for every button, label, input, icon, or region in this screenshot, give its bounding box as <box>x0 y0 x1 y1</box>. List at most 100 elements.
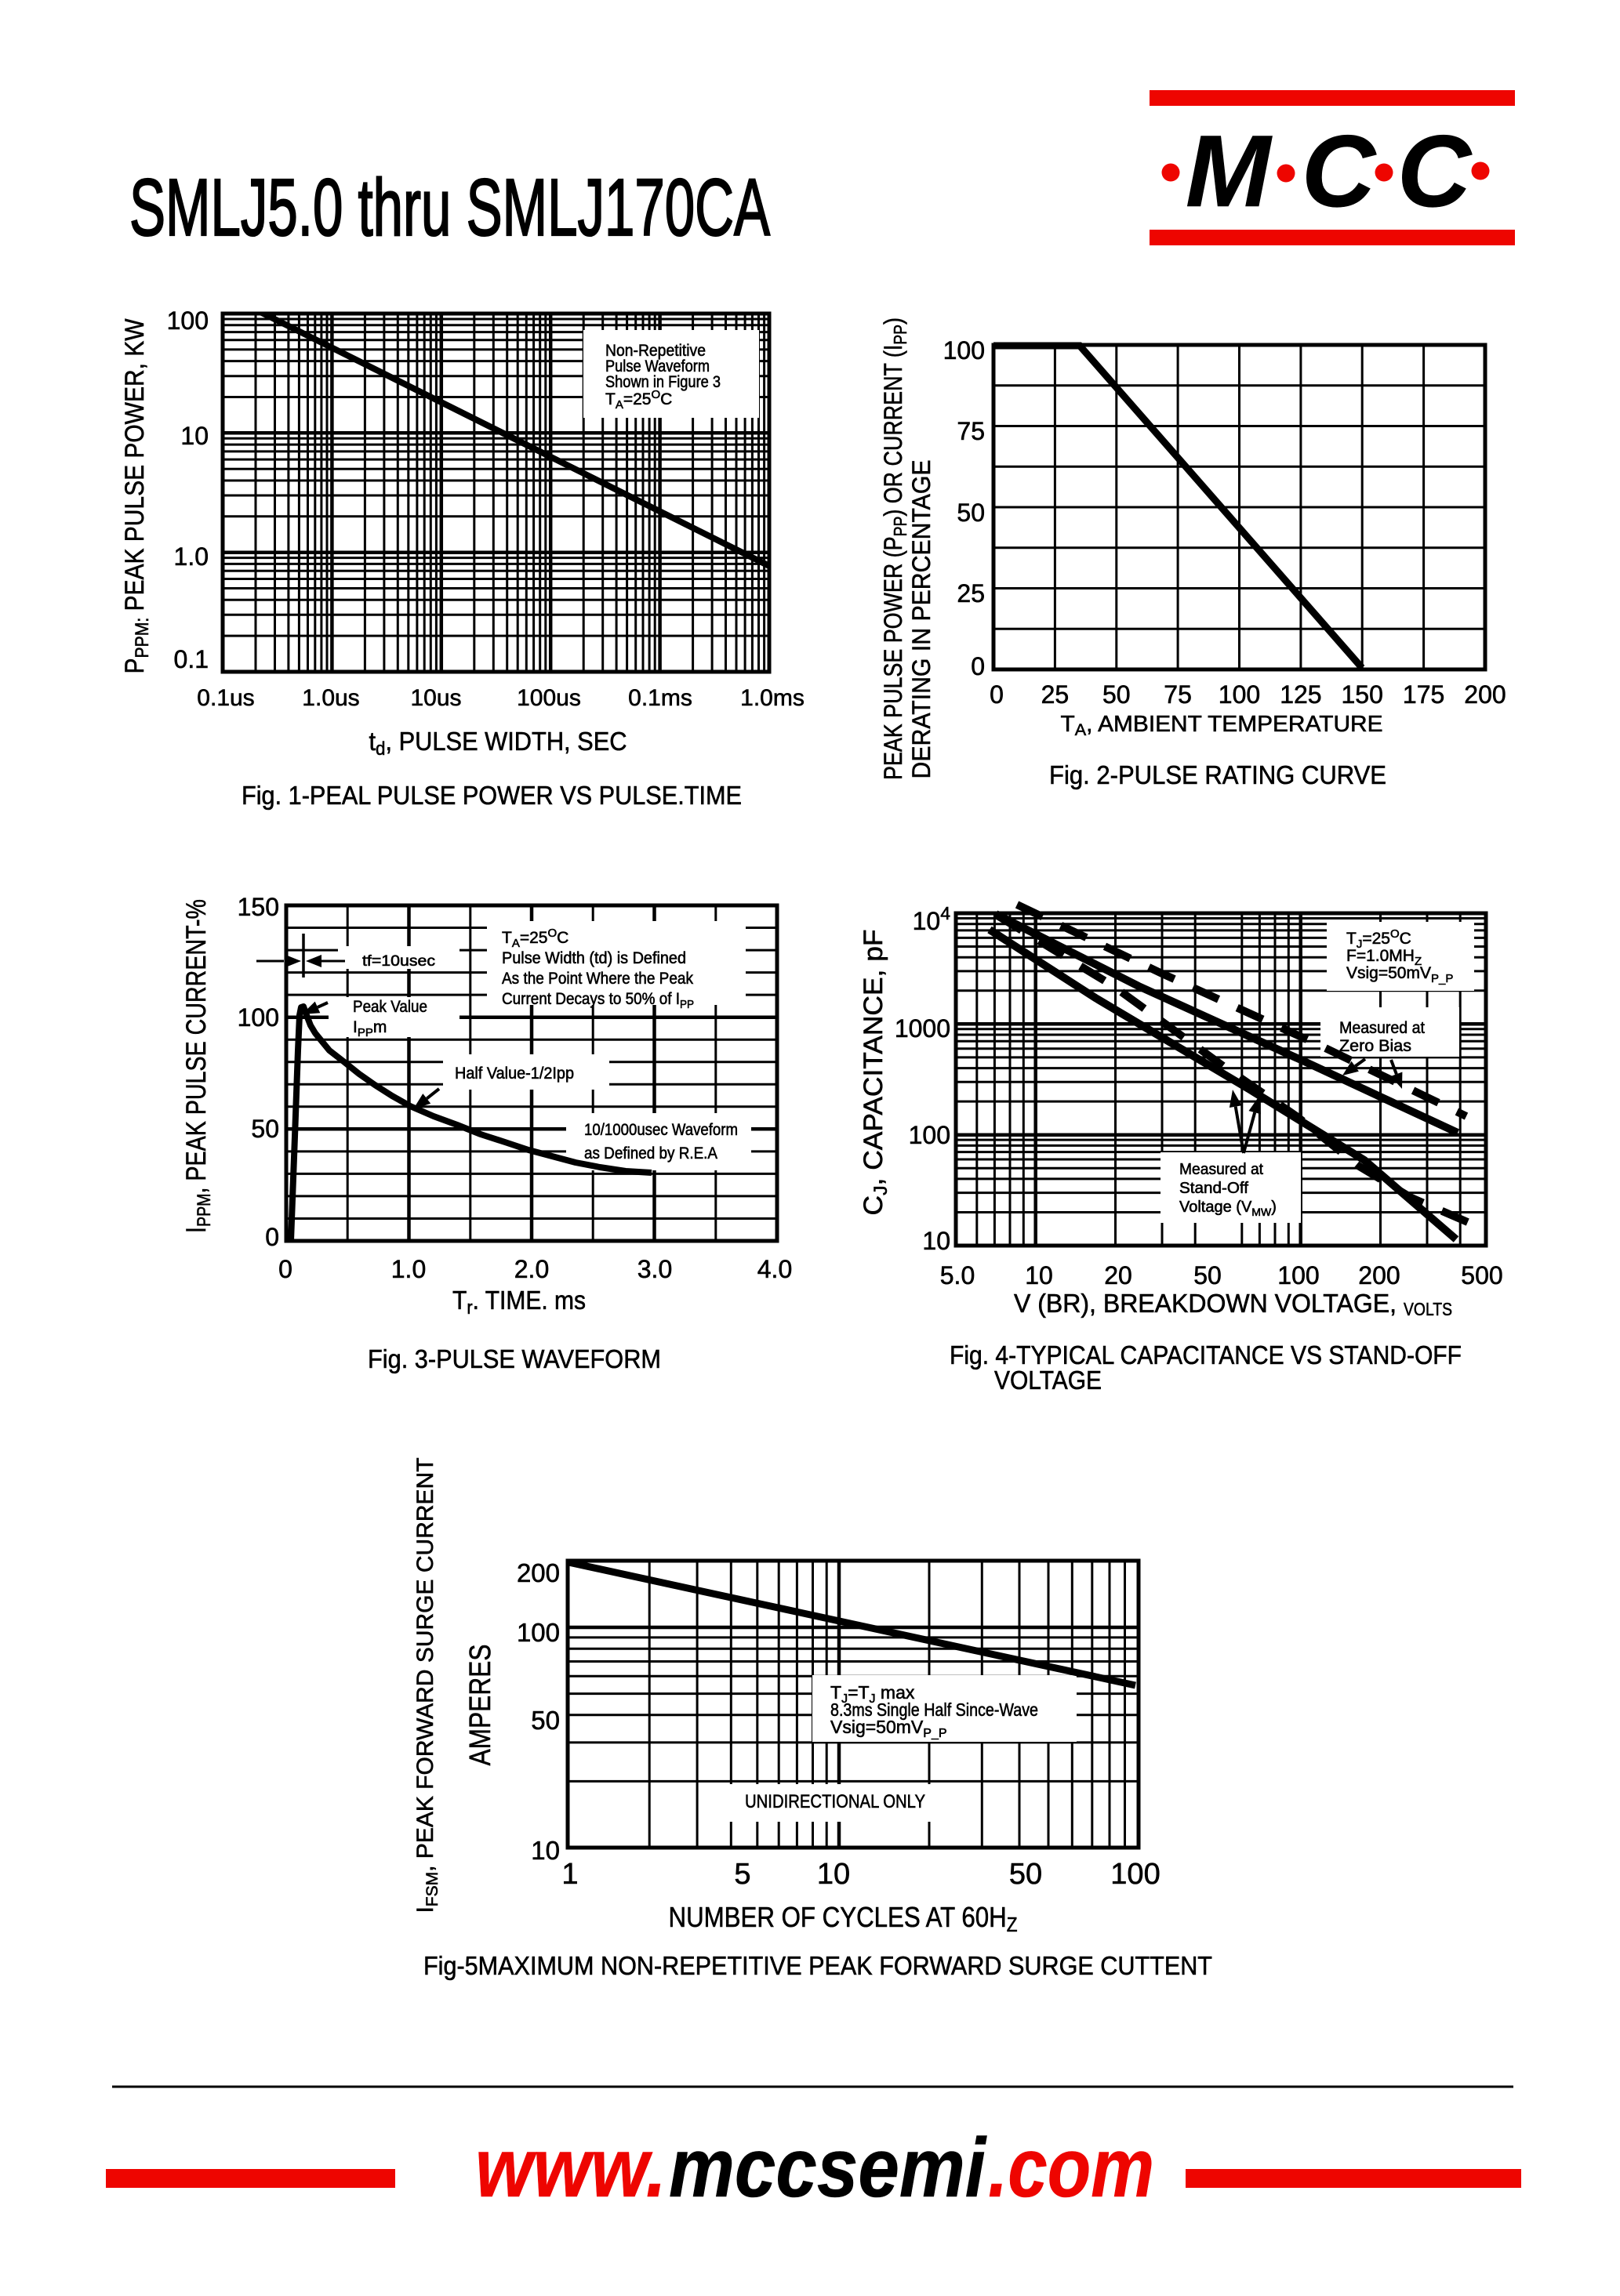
svg-text:10: 10 <box>922 1227 950 1255</box>
svg-text:10: 10 <box>531 1836 560 1865</box>
svg-text:TA=25OC: TA=25OC <box>605 388 672 412</box>
svg-text:3.0: 3.0 <box>637 1255 672 1283</box>
svg-text:TA=25OC: TA=25OC <box>502 927 568 950</box>
svg-text:Fig. 4-TYPICAL CAPACITANCE VS: Fig. 4-TYPICAL CAPACITANCE VS STAND-OFF <box>950 1340 1462 1369</box>
svg-text:Stand-Off: Stand-Off <box>1179 1180 1248 1197</box>
svg-text:500: 500 <box>1461 1261 1502 1289</box>
svg-text:mccsemi: mccsemi <box>669 2120 987 2214</box>
svg-text:Fig. 2-PULSE RATING CURVE: Fig. 2-PULSE RATING CURVE <box>1049 760 1386 789</box>
svg-text:100: 100 <box>1277 1261 1319 1289</box>
svg-text:100: 100 <box>1110 1858 1160 1891</box>
svg-text:50: 50 <box>1193 1261 1222 1289</box>
svg-text:100: 100 <box>517 1618 560 1647</box>
svg-text:2.0: 2.0 <box>514 1255 549 1283</box>
svg-text:UNIDIRECTIONAL ONLY: UNIDIRECTIONAL ONLY <box>745 1791 925 1812</box>
svg-text:CJ, CAPACITANCE, pF: CJ, CAPACITANCE, pF <box>859 930 892 1216</box>
svg-text:Fig-5MAXIMUM NON-REPETITIVE PE: Fig-5MAXIMUM NON-REPETITIVE PEAK FORWARD… <box>423 1951 1212 1980</box>
svg-text:25: 25 <box>1041 680 1070 709</box>
svg-text:PPPM: PEAK PULSE POWER, KW: PPPM: PEAK PULSE POWER, KW <box>120 319 153 674</box>
svg-text:Voltage (VMW): Voltage (VMW) <box>1179 1199 1277 1218</box>
svg-text:C: C <box>1302 114 1377 228</box>
svg-text:50: 50 <box>1009 1858 1042 1891</box>
svg-text:50: 50 <box>251 1115 279 1143</box>
svg-text:0: 0 <box>265 1223 279 1251</box>
svg-text:NUMBER OF CYCLES AT 60HZ: NUMBER OF CYCLES AT 60HZ <box>669 1901 1018 1936</box>
svg-text:1.0ms: 1.0ms <box>740 685 805 711</box>
svg-text:200: 200 <box>1464 680 1506 709</box>
svg-text:0.1: 0.1 <box>174 645 209 673</box>
svg-text:td, PULSE WIDTH, SEC: td, PULSE WIDTH, SEC <box>369 727 627 760</box>
svg-text:0.1ms: 0.1ms <box>628 685 692 711</box>
svg-text:5.0: 5.0 <box>940 1261 975 1289</box>
svg-text:C: C <box>1397 114 1473 228</box>
svg-text:1.0us: 1.0us <box>302 685 359 711</box>
svg-text:Half Value-1/2Ipp: Half Value-1/2Ipp <box>455 1065 574 1083</box>
svg-text:M: M <box>1186 114 1273 228</box>
svg-text:Peak Value: Peak Value <box>353 998 427 1016</box>
svg-text:100: 100 <box>1219 680 1260 709</box>
svg-text:25: 25 <box>957 579 985 608</box>
svg-text:200: 200 <box>517 1558 560 1587</box>
svg-text:0: 0 <box>278 1255 292 1283</box>
svg-text:VOLTS: VOLTS <box>1404 1299 1452 1319</box>
svg-text:50: 50 <box>1102 680 1131 709</box>
svg-text:100: 100 <box>909 1121 950 1149</box>
svg-text:Measured at: Measured at <box>1339 1019 1425 1037</box>
svg-text:50: 50 <box>957 499 985 527</box>
svg-text:10: 10 <box>817 1858 850 1891</box>
svg-text:www.: www. <box>475 2120 667 2214</box>
svg-text:tf=10usec: tf=10usec <box>362 953 435 970</box>
svg-text:75: 75 <box>1164 680 1192 709</box>
svg-text:10: 10 <box>1025 1261 1053 1289</box>
svg-text:Pulse Width (td) is Defined: Pulse Width (td) is Defined <box>502 949 686 967</box>
svg-text:20: 20 <box>1104 1261 1132 1289</box>
svg-text:IPPM, PEAK PULSE CURRENT-%: IPPM, PEAK PULSE CURRENT-% <box>181 899 215 1233</box>
svg-text:DERATING IN PERCENTAGE: DERATING IN PERCENTAGE <box>907 460 935 779</box>
svg-text:Fig. 3-PULSE WAVEFORM: Fig. 3-PULSE WAVEFORM <box>368 1344 661 1373</box>
svg-text:Tr. TIME. ms: Tr. TIME. ms <box>452 1286 586 1318</box>
svg-text:1: 1 <box>561 1858 578 1891</box>
svg-text:Fig. 1-PEAL PULSE POWER VS PUL: Fig. 1-PEAL PULSE POWER VS PULSE.TIME <box>242 781 742 810</box>
svg-text:125: 125 <box>1280 680 1321 709</box>
svg-text:PEAK PULSE POWER (PPP) OR CURR: PEAK PULSE POWER (PPP) OR CURRENT (IPP) <box>879 317 910 780</box>
svg-text:F=1.0MHZ: F=1.0MHZ <box>1346 947 1422 968</box>
svg-text:10: 10 <box>180 422 209 450</box>
svg-text:AMPERES: AMPERES <box>464 1645 497 1766</box>
svg-text:0.1us: 0.1us <box>197 685 254 711</box>
svg-text:Non-Repetitive: Non-Repetitive <box>605 342 706 360</box>
svg-text:100: 100 <box>943 336 985 365</box>
svg-text:0: 0 <box>971 652 985 680</box>
svg-text:.com: .com <box>988 2120 1154 2214</box>
svg-text:5: 5 <box>734 1858 750 1891</box>
svg-text:4.0: 4.0 <box>757 1255 792 1283</box>
svg-text:Shown in Figure 3: Shown in Figure 3 <box>605 373 721 391</box>
svg-text:Zero Bias: Zero Bias <box>1339 1037 1411 1055</box>
svg-text:1.0: 1.0 <box>391 1255 426 1283</box>
svg-text:104: 104 <box>913 903 951 935</box>
svg-text:As the Point Where the Peak: As the Point Where the Peak <box>502 970 693 988</box>
svg-text:100us: 100us <box>517 685 581 711</box>
svg-text:TA, AMBIENT TEMPERATURE: TA, AMBIENT TEMPERATURE <box>1061 712 1383 739</box>
svg-text:0: 0 <box>990 680 1004 709</box>
svg-text:10us: 10us <box>410 685 461 711</box>
svg-text:1000: 1000 <box>895 1014 950 1043</box>
svg-text:Measured at: Measured at <box>1179 1161 1263 1178</box>
svg-text:175: 175 <box>1403 680 1444 709</box>
svg-text:150: 150 <box>1342 680 1383 709</box>
svg-text:SMLJ5.0 thru SMLJ170CA: SMLJ5.0 thru SMLJ170CA <box>129 162 770 252</box>
svg-text:50: 50 <box>531 1706 560 1735</box>
svg-text:Pulse Waveform: Pulse Waveform <box>605 357 710 375</box>
svg-text:Current Decays to 50% of IPP: Current Decays to 50% of IPP <box>502 990 694 1011</box>
svg-text:8.3ms Single Half Since-Wave: 8.3ms Single Half Since-Wave <box>830 1699 1038 1720</box>
svg-text:1.0: 1.0 <box>174 542 209 571</box>
svg-text:100: 100 <box>238 1003 279 1032</box>
svg-text:200: 200 <box>1358 1261 1400 1289</box>
svg-text:as Defined by R.E.A: as Defined by R.E.A <box>584 1144 717 1163</box>
svg-text:VOLTAGE: VOLTAGE <box>994 1366 1102 1395</box>
svg-text:10/1000usec Waveform: 10/1000usec Waveform <box>584 1121 738 1139</box>
svg-text:75: 75 <box>957 417 985 445</box>
svg-text:V (BR), BREAKDOWN VOLTAGE,: V (BR), BREAKDOWN VOLTAGE, <box>1014 1289 1397 1318</box>
svg-text:150: 150 <box>238 893 279 921</box>
svg-text:100: 100 <box>167 306 209 335</box>
svg-text:IFSM, PEAK FORWARD SURGE CURRE: IFSM, PEAK FORWARD SURGE CURRENT <box>412 1457 441 1913</box>
